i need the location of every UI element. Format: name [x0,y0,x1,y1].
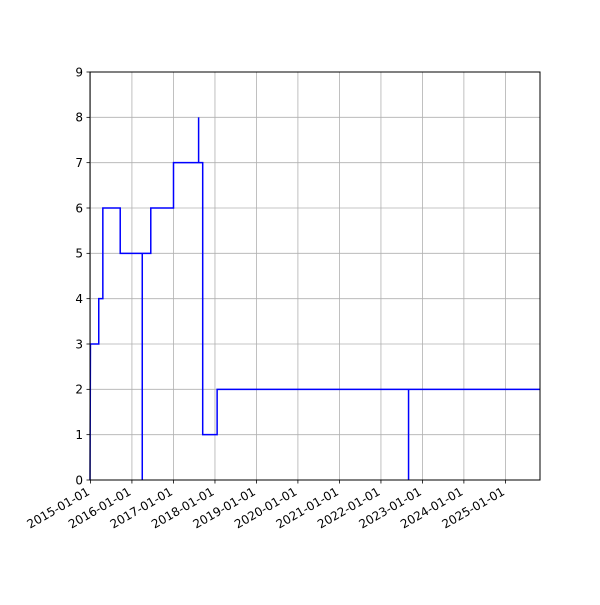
series-line [89,117,540,481]
y-tick-label: 7 [75,156,83,170]
y-tick-label: 1 [75,428,83,442]
axis-ticks [86,71,506,484]
y-tick-label: 4 [75,292,83,306]
y-tick-label: 9 [75,65,83,79]
grid [90,71,540,481]
series-layer [89,117,540,481]
y-tick-label: 3 [75,337,83,351]
plot-frame [89,71,541,481]
y-tick-label: 8 [75,111,83,125]
y-tick-label: 6 [75,201,83,215]
y-tick-label: 0 [75,473,83,487]
y-tick-label: 2 [75,383,83,397]
y-tick-label: 5 [75,247,83,261]
